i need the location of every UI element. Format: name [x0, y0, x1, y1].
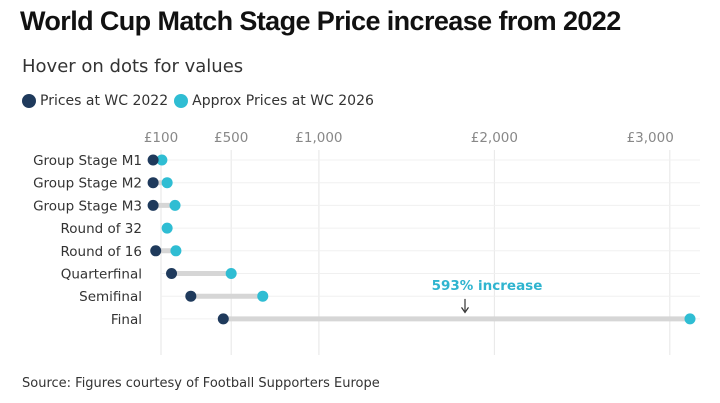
- chart-subtitle: Hover on dots for values: [22, 56, 244, 77]
- dot-2026: [225, 268, 237, 279]
- category-label: Group Stage M1: [33, 153, 142, 169]
- dot-2026: [169, 199, 181, 211]
- dot-2022: [185, 290, 197, 302]
- annotation-label: 593% increase: [432, 278, 543, 294]
- legend-item-2022: Prices at WC 2022: [22, 93, 168, 109]
- dot-2022: [147, 154, 159, 166]
- dot-2026: [161, 222, 173, 234]
- annotation-arrow-head: [461, 307, 469, 314]
- x-tick-label: £1,000: [295, 130, 342, 146]
- dot-2026: [684, 313, 696, 325]
- dot-2022: [147, 177, 159, 189]
- chart-title: World Cup Match Stage Price increase fro…: [20, 6, 621, 36]
- dot-2026: [170, 245, 182, 257]
- legend-label-2022: Prices at WC 2022: [40, 93, 169, 109]
- category-label: Round of 32: [61, 221, 143, 237]
- legend-label-2026: Approx Prices at WC 2026: [192, 93, 374, 109]
- x-tick-label: £500: [214, 130, 248, 146]
- dot-2022: [166, 268, 178, 279]
- category-label: Group Stage M2: [33, 176, 142, 192]
- x-tick-label: £3,000: [627, 130, 674, 146]
- legend: Prices at WC 2022 Approx Prices at WC 20…: [22, 93, 380, 109]
- category-label: Quarterfinal: [61, 267, 142, 283]
- dot-2022: [150, 245, 162, 257]
- legend-dot-2022: [22, 94, 36, 108]
- category-label: Group Stage M3: [33, 198, 142, 214]
- x-tick-label: £2,000: [471, 130, 518, 146]
- category-label: Round of 16: [61, 244, 143, 260]
- category-label: Final: [111, 312, 142, 328]
- category-label: Semifinal: [79, 289, 142, 305]
- dot-2026: [257, 290, 269, 302]
- dot-2026: [161, 177, 173, 189]
- legend-dot-2026: [174, 94, 189, 108]
- dot-2022: [147, 199, 159, 211]
- dot-2022: [217, 313, 229, 325]
- dot-plot: £100 £500 £1,000 £2,000 £3,000 Group Stage M1…: [33, 130, 700, 355]
- x-tick-label: £100: [144, 130, 178, 146]
- dot-2026: [156, 154, 168, 166]
- legend-item-2026: Approx Prices at WC 2026: [174, 93, 374, 109]
- source-note: Source: Figures courtesy of Football Sup…: [22, 376, 380, 391]
